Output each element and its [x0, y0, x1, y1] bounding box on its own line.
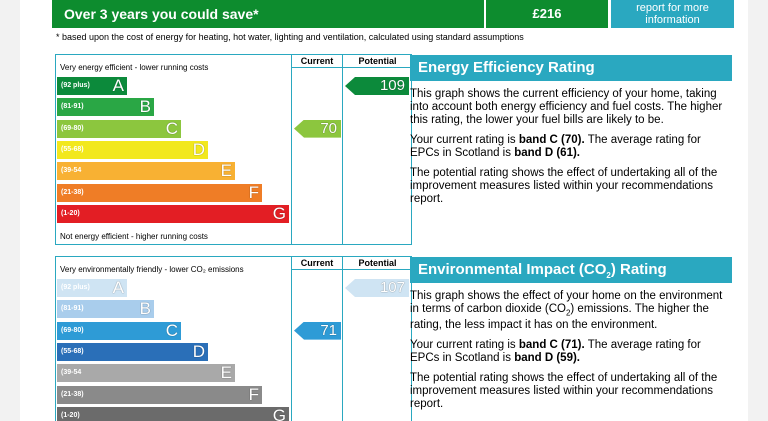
band-letter: B — [139, 97, 151, 117]
column-divider — [291, 257, 292, 421]
band-range: (92 plus) — [61, 284, 90, 291]
current-rating-arrow: 70 — [294, 119, 341, 138]
rating-band-f: (21-38) F — [57, 384, 262, 404]
savings-value: £216 — [486, 0, 608, 28]
potential-rating-arrow: 109 — [345, 77, 409, 95]
rating-band-f: (21-38) F — [57, 182, 262, 202]
rating-band-a: (92 plus) A — [57, 279, 127, 297]
band-letter: F — [248, 384, 259, 404]
band-letter: C — [165, 320, 178, 340]
current-header: Current — [300, 258, 334, 268]
report-link-line2: information — [645, 14, 700, 26]
band-range: (55-68) — [61, 145, 84, 153]
epc-page: Over 3 years you could save* £216 report… — [20, 0, 748, 421]
panel-title: Environmental Impact (CO2) Rating — [410, 257, 732, 283]
band-range: (21-38) — [61, 188, 84, 196]
rating-band-e: (39-54 E — [57, 363, 235, 383]
current-rating-arrow: 71 — [294, 321, 341, 340]
band-range: (92 plus) — [61, 82, 90, 89]
rating-band-a: (92 plus) A — [57, 77, 127, 95]
chart-top-label: Very energy efficient - lower running co… — [60, 63, 209, 72]
current-rating-text: Your current rating is band C (70). The … — [410, 134, 701, 159]
rating-band-g: (1-20) G — [57, 405, 289, 421]
savings-label: Over 3 years you could save* — [52, 0, 484, 28]
band-letter: A — [112, 278, 124, 297]
band-letter: A — [112, 76, 124, 95]
current-header: Current — [300, 56, 334, 66]
rating-band-b: (81-91) B — [57, 299, 154, 319]
chart-bottom-label: Not energy efficient - higher running co… — [60, 232, 208, 241]
header-line — [291, 269, 412, 270]
band-letter: D — [192, 341, 205, 361]
rating-band-d: (55-68) D — [57, 341, 208, 361]
rating-band-e: (39-54 E — [57, 161, 235, 181]
band-letter: D — [192, 139, 205, 159]
rating-band-d: (55-68) D — [57, 139, 208, 159]
rating-band-g: (1-20) G — [57, 203, 289, 223]
band-letter: C — [165, 118, 178, 138]
band-letter: B — [139, 299, 151, 319]
band-range: (69-80) — [61, 124, 84, 132]
band-range: (81-91) — [61, 103, 84, 111]
current-rating-text: Your current rating is band C (71). The … — [410, 339, 701, 365]
band-range: (55-68) — [61, 347, 84, 355]
energy-efficiency-chart: Current Potential Very energy efficient … — [55, 54, 412, 245]
panel-title: Energy Efficiency Rating — [410, 55, 732, 81]
report-link[interactable]: report for more information — [611, 0, 734, 28]
potential-header: Potential — [358, 258, 397, 268]
potential-rating-arrow: 107 — [345, 279, 409, 297]
band-range: (39-54 — [61, 167, 82, 175]
potential-rating-text: The potential rating shows the effect of… — [410, 167, 718, 205]
band-letter: E — [220, 161, 232, 181]
band-range: (21-38) — [61, 390, 84, 398]
band-range: (81-91) — [61, 305, 84, 313]
band-range: (69-80) — [61, 326, 84, 334]
header-line — [291, 67, 412, 68]
column-divider — [291, 55, 292, 244]
panel-description: This graph shows the effect of your home… — [410, 290, 723, 332]
band-letter: F — [248, 182, 259, 202]
band-range: (39-54 — [61, 369, 82, 377]
potential-rating-text: The potential rating shows the effect of… — [410, 372, 718, 411]
column-divider — [342, 55, 343, 244]
environmental-rating-panel: Environmental Impact (CO2) Rating This g… — [410, 257, 732, 411]
report-link-line1: report for more — [636, 2, 709, 14]
chart-top-label: Very environmentally friendly - lower CO… — [60, 265, 244, 274]
rating-band-c: (69-80) C — [57, 320, 181, 340]
band-letter: E — [220, 363, 232, 383]
band-range: (1-20) — [61, 209, 80, 217]
panel-description: This graph shows the current efficiency … — [410, 88, 723, 126]
footnote: * based upon the cost of energy for heat… — [56, 32, 524, 42]
band-letter: G — [272, 203, 286, 223]
environmental-impact-chart: Current Potential Very environmentally f… — [55, 256, 412, 421]
rating-band-b: (81-91) B — [57, 97, 154, 117]
column-divider — [342, 257, 343, 421]
energy-rating-panel: Energy Efficiency Rating This graph show… — [410, 55, 732, 206]
potential-header: Potential — [358, 56, 397, 66]
rating-band-c: (69-80) C — [57, 118, 181, 138]
band-range: (1-20) — [61, 411, 80, 419]
savings-row: Over 3 years you could save* £216 report… — [52, 0, 734, 28]
band-letter: G — [272, 405, 286, 421]
